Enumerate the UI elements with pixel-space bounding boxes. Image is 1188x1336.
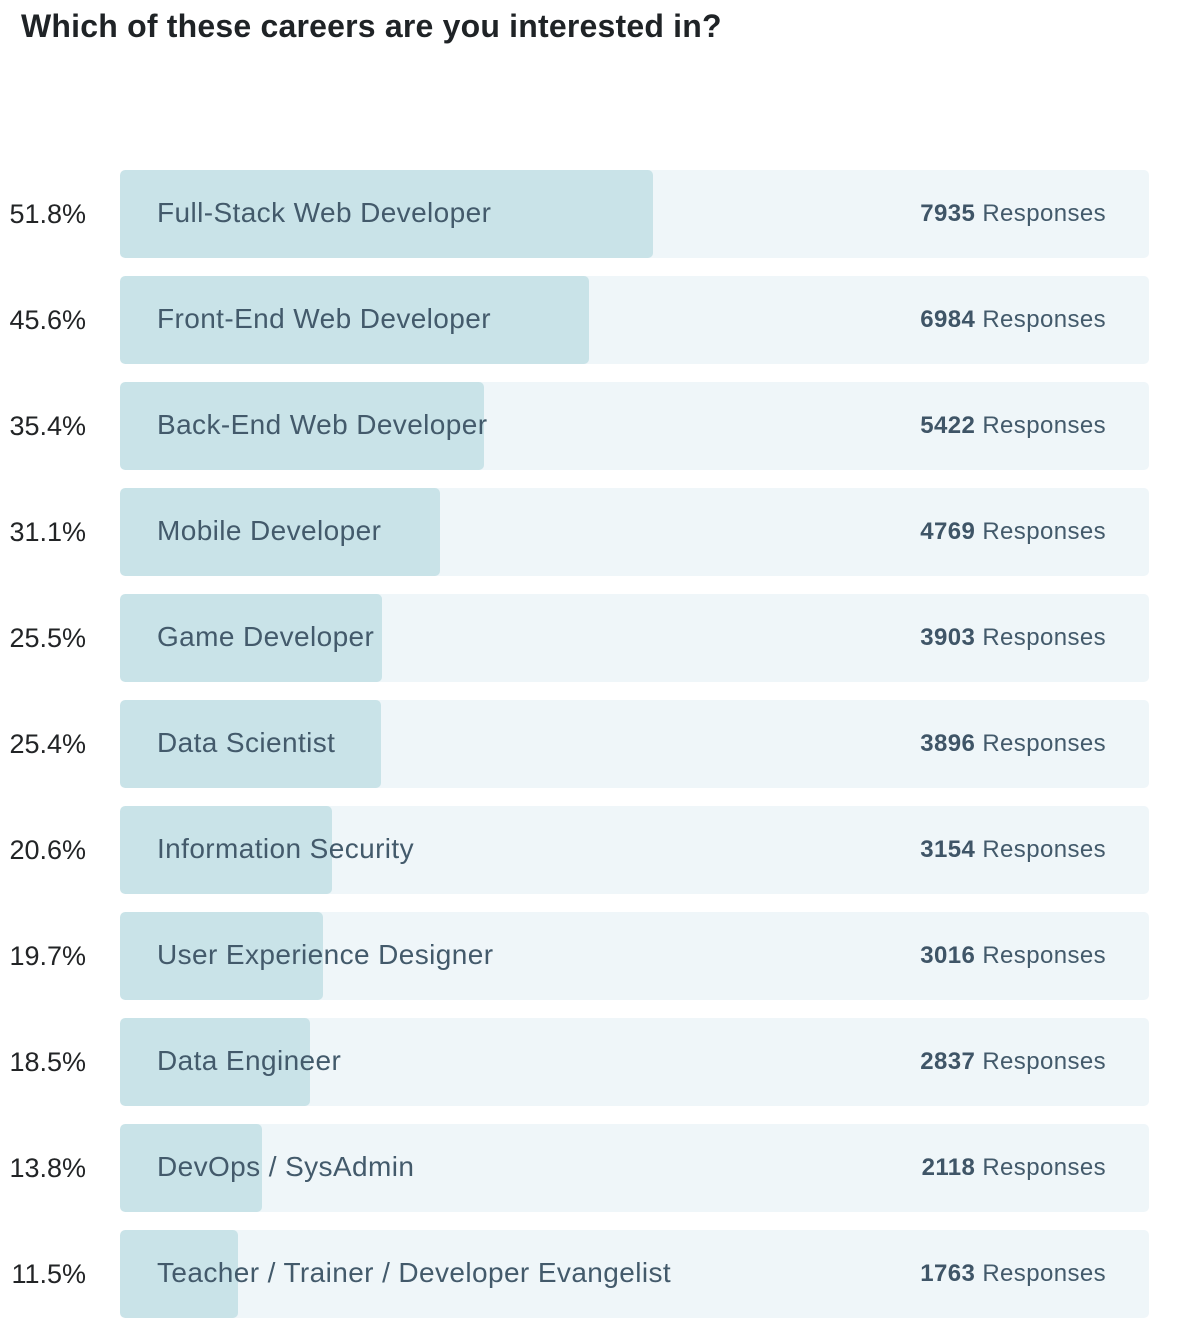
bar-track: Teacher / Trainer / Developer Evangelist… xyxy=(120,1230,1149,1318)
response-count: 3154 Responses xyxy=(920,806,1106,894)
category-label: Data Scientist xyxy=(157,727,336,758)
bar-row: 25.4% Data Scientist 3896 Responses xyxy=(0,700,1188,788)
percent-label: 19.7% xyxy=(9,941,86,971)
bar-track: Data Engineer 2837 Responses xyxy=(120,1018,1149,1106)
bar-fill xyxy=(120,382,485,470)
bar-fill xyxy=(120,1124,262,1212)
category-label: User Experience Designer xyxy=(157,939,494,970)
percent-label: 11.5% xyxy=(11,1259,86,1289)
percent-label: 20.6% xyxy=(9,835,86,865)
bar-row: 13.8% DevOps / SysAdmin 2118 Responses xyxy=(0,1124,1188,1212)
bar-track: Front-End Web Developer 6984 Responses xyxy=(120,276,1149,364)
bar-fill xyxy=(120,488,441,576)
percent-label: 25.5% xyxy=(9,623,86,653)
response-count-suffix: Responses xyxy=(975,1048,1106,1075)
response-count-value: 3896 xyxy=(920,730,976,757)
response-count-suffix: Responses xyxy=(975,518,1106,545)
response-count: 4769 Responses xyxy=(920,488,1106,576)
response-count-value: 3016 xyxy=(920,942,976,969)
category-label: Game Developer xyxy=(157,621,375,652)
category-label: Teacher / Trainer / Developer Evangelist xyxy=(157,1257,672,1288)
response-count-value: 6984 xyxy=(920,306,976,333)
bar-chart: 51.8% Full-Stack Web Developer 7935 Respon… xyxy=(0,170,1188,1336)
bar-row: 51.8% Full-Stack Web Developer 7935 Respon… xyxy=(0,170,1188,258)
bar-row: 19.7% User Experience Designer 3016 Respon… xyxy=(0,912,1188,1000)
response-count: 3016 Responses xyxy=(920,912,1106,1000)
category-label: DevOps / SysAdmin xyxy=(157,1151,415,1182)
percent-label: 31.1% xyxy=(9,517,86,547)
bar-row: 35.4% Back-End Web Developer 5422 Response… xyxy=(0,382,1188,470)
bar-fill xyxy=(120,170,654,258)
response-count-value: 2118 xyxy=(921,1154,976,1181)
bar-fill xyxy=(120,806,332,894)
bar-fill xyxy=(120,276,590,364)
bar-fill xyxy=(120,1018,311,1106)
bar-track: DevOps / SysAdmin 2118 Responses xyxy=(120,1124,1149,1212)
bar-fill xyxy=(120,700,382,788)
response-count: 5422 Responses xyxy=(920,382,1106,470)
response-count-value: 7935 xyxy=(920,200,976,227)
response-count-suffix: Responses xyxy=(975,1260,1106,1287)
bar-fill xyxy=(120,1230,239,1318)
bar-fill xyxy=(120,594,383,682)
percent-label: 45.6% xyxy=(9,305,86,335)
response-count: 3896 Responses xyxy=(920,700,1106,788)
response-count: 6984 Responses xyxy=(920,276,1106,364)
bar-fill xyxy=(120,912,323,1000)
bar-track: Mobile Developer 4769 Responses xyxy=(120,488,1149,576)
bar-track: Data Scientist 3896 Responses xyxy=(120,700,1149,788)
percent-label: 35.4% xyxy=(9,411,86,441)
chart-title: Which of these careers are you intereste… xyxy=(21,8,722,44)
bar-track: Information Security 3154 Responses xyxy=(120,806,1149,894)
bar-track: Full-Stack Web Developer 7935 Responses xyxy=(120,170,1149,258)
percent-label: 18.5% xyxy=(9,1047,86,1077)
bar-track: Game Developer 3903 Responses xyxy=(120,594,1149,682)
response-count-suffix: Responses xyxy=(975,942,1106,969)
response-count-value: 5422 xyxy=(920,412,976,439)
response-count-suffix: Responses xyxy=(975,412,1106,439)
response-count-suffix: Responses xyxy=(975,730,1106,757)
percent-label: 25.4% xyxy=(9,729,86,759)
bar-row: 11.5% Teacher / Trainer / Developer Evang… xyxy=(0,1230,1188,1318)
response-count: 3903 Responses xyxy=(920,594,1106,682)
response-count-suffix: Responses xyxy=(975,624,1106,651)
category-label: Full-Stack Web Developer xyxy=(157,197,492,228)
percent-label: 51.8% xyxy=(9,199,86,229)
category-label: Back-End Web Developer xyxy=(157,409,488,440)
response-count: 2118 Responses xyxy=(922,1124,1106,1212)
response-count: 2837 Responses xyxy=(920,1018,1106,1106)
bar-row: 45.6% Front-End Web Developer 6984 Respons… xyxy=(0,276,1188,364)
response-count-value: 3154 xyxy=(920,836,976,863)
category-label: Front-End Web Developer xyxy=(157,303,491,334)
bar-row: 31.1% Mobile Developer 4769 Responses xyxy=(0,488,1188,576)
response-count-value: 3903 xyxy=(920,624,976,651)
response-count: 1763 Responses xyxy=(920,1230,1106,1318)
category-label: Mobile Developer xyxy=(157,515,382,546)
response-count-suffix: Responses xyxy=(975,1154,1106,1181)
response-count: 7935 Responses xyxy=(920,170,1106,258)
category-label: Data Engineer xyxy=(157,1045,342,1076)
response-count-suffix: Responses xyxy=(975,836,1106,863)
response-count-suffix: Responses xyxy=(975,306,1106,333)
response-count-value: 1763 xyxy=(920,1260,976,1287)
response-count-value: 2837 xyxy=(920,1048,976,1075)
bar-row: 20.6% Information Security 3154 Responses xyxy=(0,806,1188,894)
response-count-suffix: Responses xyxy=(975,200,1106,227)
percent-label: 13.8% xyxy=(9,1153,86,1183)
response-count-value: 4769 xyxy=(920,518,976,545)
bar-row: 18.5% Data Engineer 2837 Responses xyxy=(0,1018,1188,1106)
bar-row: 25.5% Game Developer 3903 Responses xyxy=(0,594,1188,682)
bar-track: User Experience Designer 3016 Responses xyxy=(120,912,1149,1000)
bar-track: Back-End Web Developer 5422 Responses xyxy=(120,382,1149,470)
category-label: Information Security xyxy=(157,833,414,864)
